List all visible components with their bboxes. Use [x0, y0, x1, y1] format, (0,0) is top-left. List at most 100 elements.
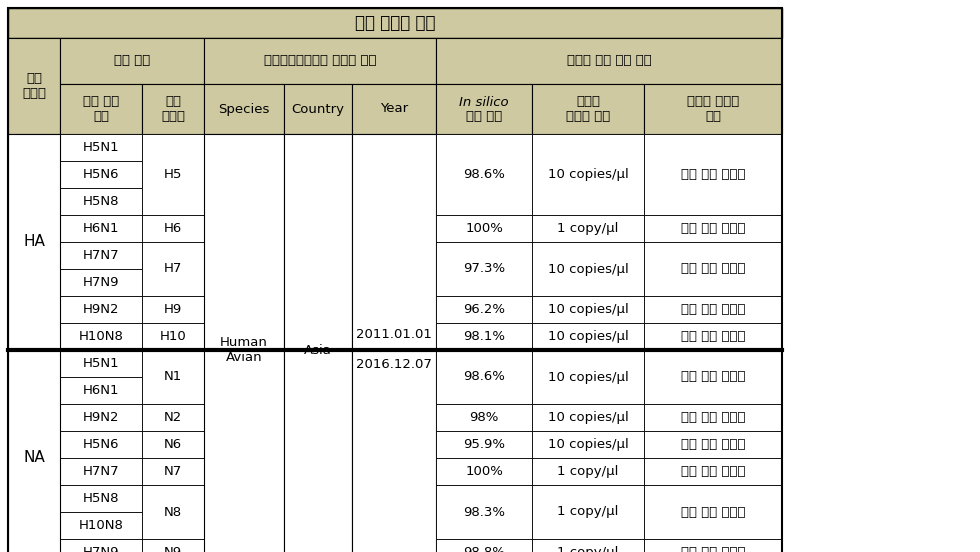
- Text: 98.1%: 98.1%: [463, 330, 505, 343]
- Bar: [532, 458, 644, 485]
- Bar: [60, 161, 142, 188]
- Bar: [644, 431, 782, 458]
- Text: 타겟
유전자: 타겟 유전자: [22, 72, 46, 100]
- Text: 분석적
민감도 평가: 분석적 민감도 평가: [565, 95, 611, 123]
- Text: 타겟
유전자: 타겟 유전자: [161, 95, 185, 123]
- Bar: [142, 84, 204, 134]
- Text: 타겟 아형 특이적: 타겟 아형 특이적: [681, 465, 745, 478]
- Text: H7N7: H7N7: [82, 249, 120, 262]
- Bar: [644, 350, 782, 404]
- Text: Asia: Asia: [304, 343, 332, 357]
- Text: HA: HA: [24, 235, 45, 250]
- Bar: [142, 134, 204, 215]
- Text: Year: Year: [380, 103, 408, 115]
- Text: 100%: 100%: [466, 222, 503, 235]
- Text: H9N2: H9N2: [82, 411, 120, 424]
- Text: 타겟 아형 특이적: 타겟 아형 특이적: [681, 546, 745, 552]
- Bar: [436, 84, 532, 134]
- Text: H5N6: H5N6: [82, 168, 120, 181]
- Bar: [60, 458, 142, 485]
- Text: H5N1: H5N1: [82, 357, 120, 370]
- Text: 10 copies/μl: 10 copies/μl: [548, 168, 628, 181]
- Text: 프라이머ㆍ프로브 디자인 정보: 프라이머ㆍ프로브 디자인 정보: [264, 55, 376, 67]
- Bar: [60, 485, 142, 512]
- Text: 1 copy/μl: 1 copy/μl: [558, 222, 618, 235]
- Bar: [8, 8, 782, 38]
- Text: 96.2%: 96.2%: [463, 303, 505, 316]
- Text: 기존 진단법 정보: 기존 진단법 정보: [355, 14, 435, 32]
- Bar: [60, 296, 142, 323]
- Text: H10N8: H10N8: [78, 519, 123, 532]
- Text: H5N1: H5N1: [82, 141, 120, 154]
- Bar: [8, 38, 60, 134]
- Text: H9: H9: [164, 303, 182, 316]
- Bar: [436, 350, 532, 404]
- Bar: [532, 84, 644, 134]
- Text: 타겟 아형 특이적: 타겟 아형 특이적: [681, 330, 745, 343]
- Bar: [532, 323, 644, 350]
- Bar: [436, 458, 532, 485]
- Bar: [436, 323, 532, 350]
- Text: 97.3%: 97.3%: [463, 263, 505, 275]
- Bar: [644, 485, 782, 539]
- Bar: [60, 84, 142, 134]
- Bar: [284, 134, 352, 552]
- Bar: [60, 539, 142, 552]
- Bar: [8, 134, 60, 350]
- Bar: [142, 215, 204, 242]
- Text: H7N9: H7N9: [82, 276, 120, 289]
- Text: N1: N1: [164, 370, 182, 384]
- Text: 타겟 아형 특이적: 타겟 아형 특이적: [681, 168, 745, 181]
- Text: Country: Country: [291, 103, 345, 115]
- Bar: [284, 84, 352, 134]
- Bar: [60, 134, 142, 161]
- Bar: [644, 84, 782, 134]
- Bar: [204, 84, 284, 134]
- Bar: [60, 188, 142, 215]
- Text: H5: H5: [164, 168, 182, 181]
- Bar: [142, 485, 204, 539]
- Bar: [60, 323, 142, 350]
- Bar: [644, 404, 782, 431]
- Text: 98.6%: 98.6%: [464, 168, 505, 181]
- Text: In silico: In silico: [460, 95, 509, 109]
- Bar: [436, 296, 532, 323]
- Text: 2011.01.01
~
2016.12.07: 2011.01.01 ~ 2016.12.07: [356, 328, 432, 371]
- Bar: [142, 242, 204, 296]
- Bar: [352, 134, 436, 552]
- Text: H10N8: H10N8: [78, 330, 123, 343]
- Text: H6N1: H6N1: [82, 222, 120, 235]
- Bar: [142, 350, 204, 404]
- Bar: [60, 350, 142, 377]
- Text: 10 copies/μl: 10 copies/μl: [548, 330, 628, 343]
- Bar: [60, 38, 204, 84]
- Bar: [532, 350, 644, 404]
- Bar: [644, 296, 782, 323]
- Text: H6N1: H6N1: [82, 384, 120, 397]
- Text: H5N8: H5N8: [82, 195, 120, 208]
- Bar: [644, 242, 782, 296]
- Bar: [60, 242, 142, 269]
- Bar: [436, 485, 532, 539]
- Bar: [532, 134, 644, 215]
- Text: 타겟 아형 특이적: 타겟 아형 특이적: [681, 303, 745, 316]
- Text: 98.6%: 98.6%: [464, 370, 505, 384]
- Bar: [532, 242, 644, 296]
- Bar: [204, 38, 436, 84]
- Bar: [436, 242, 532, 296]
- Bar: [60, 431, 142, 458]
- Text: NA: NA: [24, 450, 45, 465]
- Text: 10 copies/μl: 10 copies/μl: [548, 411, 628, 424]
- Text: 98.8%: 98.8%: [464, 546, 505, 552]
- Bar: [142, 458, 204, 485]
- Bar: [532, 539, 644, 552]
- Bar: [142, 431, 204, 458]
- Bar: [60, 269, 142, 296]
- Text: N9: N9: [164, 546, 182, 552]
- Text: 10 copies/μl: 10 copies/μl: [548, 370, 628, 384]
- Text: 분석적 성능 평가 정보: 분석적 성능 평가 정보: [566, 55, 652, 67]
- Text: H5N6: H5N6: [82, 438, 120, 451]
- Text: H10: H10: [160, 330, 186, 343]
- Bar: [8, 350, 60, 552]
- Bar: [644, 539, 782, 552]
